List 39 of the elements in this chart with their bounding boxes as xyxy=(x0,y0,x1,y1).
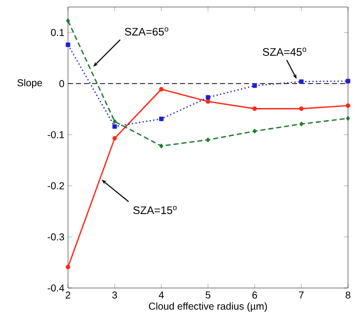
point xyxy=(299,79,304,84)
point xyxy=(346,78,350,84)
point xyxy=(206,95,210,100)
x-tick-label: 2 xyxy=(66,292,70,298)
y-tick-label: 0.1 xyxy=(51,29,64,36)
point xyxy=(252,106,257,111)
x-tick-label: 5 xyxy=(206,292,210,298)
x-tick-label: 7 xyxy=(299,292,304,298)
point xyxy=(159,87,164,92)
x-axis-title: Cloud effective radius (µm) xyxy=(148,302,267,312)
point xyxy=(112,136,117,141)
x-tick-label: 4 xyxy=(158,292,164,298)
point xyxy=(206,138,210,142)
point xyxy=(299,122,304,126)
point xyxy=(112,124,117,129)
annotation: SZA=65$^{o}$ xyxy=(124,27,168,36)
point xyxy=(299,106,304,111)
y-axis-title: Slope xyxy=(17,78,42,88)
point xyxy=(66,264,70,270)
point xyxy=(346,103,350,108)
y-tick-label: 0 xyxy=(59,80,64,88)
point xyxy=(66,18,70,24)
annotation: SZA=15$^{o}$ xyxy=(133,206,177,214)
y-tick-label: -0.3 xyxy=(48,233,64,240)
point xyxy=(346,116,350,121)
point xyxy=(159,144,164,148)
y-tick-label: -0.1 xyxy=(48,131,64,138)
y-tick-label: -0.2 xyxy=(48,182,64,190)
point xyxy=(252,83,257,88)
x-tick-label: 3 xyxy=(112,292,118,299)
y-tick-label: -0.4 xyxy=(48,284,64,292)
point xyxy=(159,116,164,122)
point xyxy=(112,119,117,124)
point xyxy=(206,99,210,104)
point xyxy=(252,128,257,134)
x-tick-label: 8 xyxy=(346,292,350,299)
x-tick-label: 6 xyxy=(252,292,258,299)
point xyxy=(66,42,70,48)
annotation: SZA=45$^{o}$ xyxy=(262,48,306,56)
